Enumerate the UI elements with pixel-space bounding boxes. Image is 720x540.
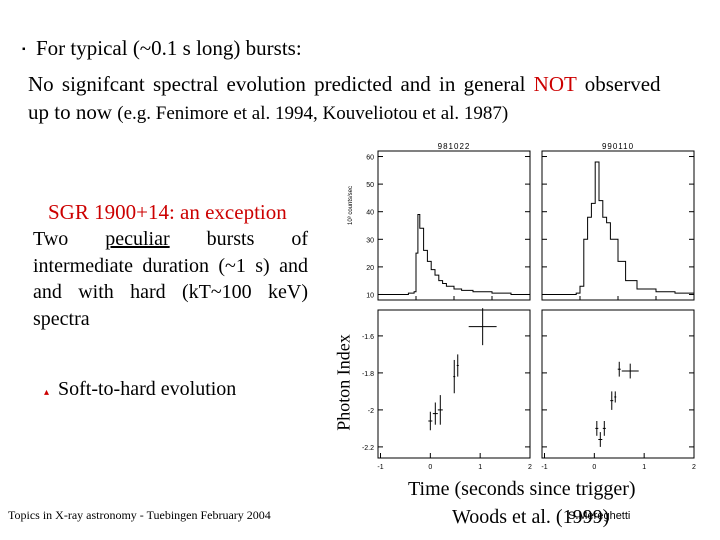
sgr-heading: SGR 1900+14: an exception — [48, 200, 287, 224]
x-tick-label: 1 — [642, 464, 646, 471]
intro-line-3-start: up to now — [28, 100, 112, 124]
y-tick-label: -2.2 — [362, 445, 374, 452]
data-point — [595, 421, 599, 436]
data-point — [432, 402, 438, 425]
panel-title: 981022 — [438, 142, 471, 151]
panel-frame-3 — [377, 309, 531, 459]
data-point — [598, 432, 603, 447]
sgr-body-underlined: peculiar — [105, 228, 170, 250]
y-tick-label: 50 — [366, 182, 374, 189]
data-point — [428, 411, 433, 431]
panel-frame-4 — [541, 309, 695, 459]
panel-title: 990110 — [602, 142, 634, 151]
data-point — [617, 361, 621, 377]
author-credit: S.Mereghetti — [568, 510, 631, 522]
y-tick-label: -2 — [368, 408, 374, 415]
intro-line-1: For typical (~0.1 s long) bursts: — [36, 36, 302, 60]
y-tick-label: -1.6 — [362, 334, 374, 341]
x-tick-label: 2 — [692, 464, 696, 471]
bullet-icon: ▪ — [22, 44, 26, 55]
x-tick-label: -1 — [541, 464, 547, 471]
y-tick-label: 40 — [366, 210, 374, 217]
triangle-bullet-icon: ▴ — [44, 387, 50, 398]
data-point — [610, 391, 614, 410]
data-point — [456, 354, 459, 377]
y-tick-label: -1.8 — [362, 371, 374, 378]
x-tick-label: 2 — [528, 464, 532, 471]
y-tick-label: 10 — [366, 292, 374, 299]
count-rate-axis-label: 10³ counts/sec — [348, 186, 354, 225]
light-curve — [378, 213, 530, 295]
citation: Woods et al. (1999) — [452, 506, 610, 528]
x-tick-label: 1 — [478, 464, 482, 471]
light-curve — [542, 161, 695, 295]
sgr-body-rest: bursts of intermediate duration (~1 s) a… — [33, 228, 309, 330]
x-tick-label: 0 — [428, 464, 432, 471]
y-tick-label: 60 — [366, 155, 374, 162]
footer-text: Topics in X-ray astronomy - Tuebingen Fe… — [8, 508, 271, 522]
data-point — [453, 359, 456, 394]
intro-references: (e.g. Fenimore et al. 1994, Kouveliotou … — [117, 103, 509, 124]
intro-line-2: No signifcant spectral evolution predict… — [28, 72, 661, 97]
panel-frame-2 — [541, 150, 695, 301]
data-point — [468, 308, 497, 346]
intro-line-2-after: observed — [584, 72, 661, 96]
y-tick-label: 30 — [366, 237, 374, 244]
data-point — [621, 363, 639, 379]
data-point — [437, 395, 443, 425]
soft-to-hard-text: Soft-to-hard evolution — [58, 378, 237, 400]
sgr-description: Two peculiar bursts of intermediate dura… — [33, 226, 308, 332]
panel-frame-1 — [377, 150, 531, 301]
intro-line-2-before: No signifcant spectral evolution predict… — [28, 72, 526, 96]
y-tick-label: 20 — [366, 265, 374, 272]
x-tick-label: 0 — [592, 464, 596, 471]
data-point — [602, 421, 606, 436]
sgr-body-start: Two — [33, 228, 69, 250]
x-tick-label: -1 — [377, 464, 383, 471]
data-point — [614, 391, 617, 403]
intro-not-highlight: NOT — [533, 72, 577, 96]
x-axis-label: Time (seconds since trigger) — [408, 478, 636, 500]
intro-line-3: up to now (e.g. Fenimore et al. 1994, Ko… — [28, 100, 508, 125]
